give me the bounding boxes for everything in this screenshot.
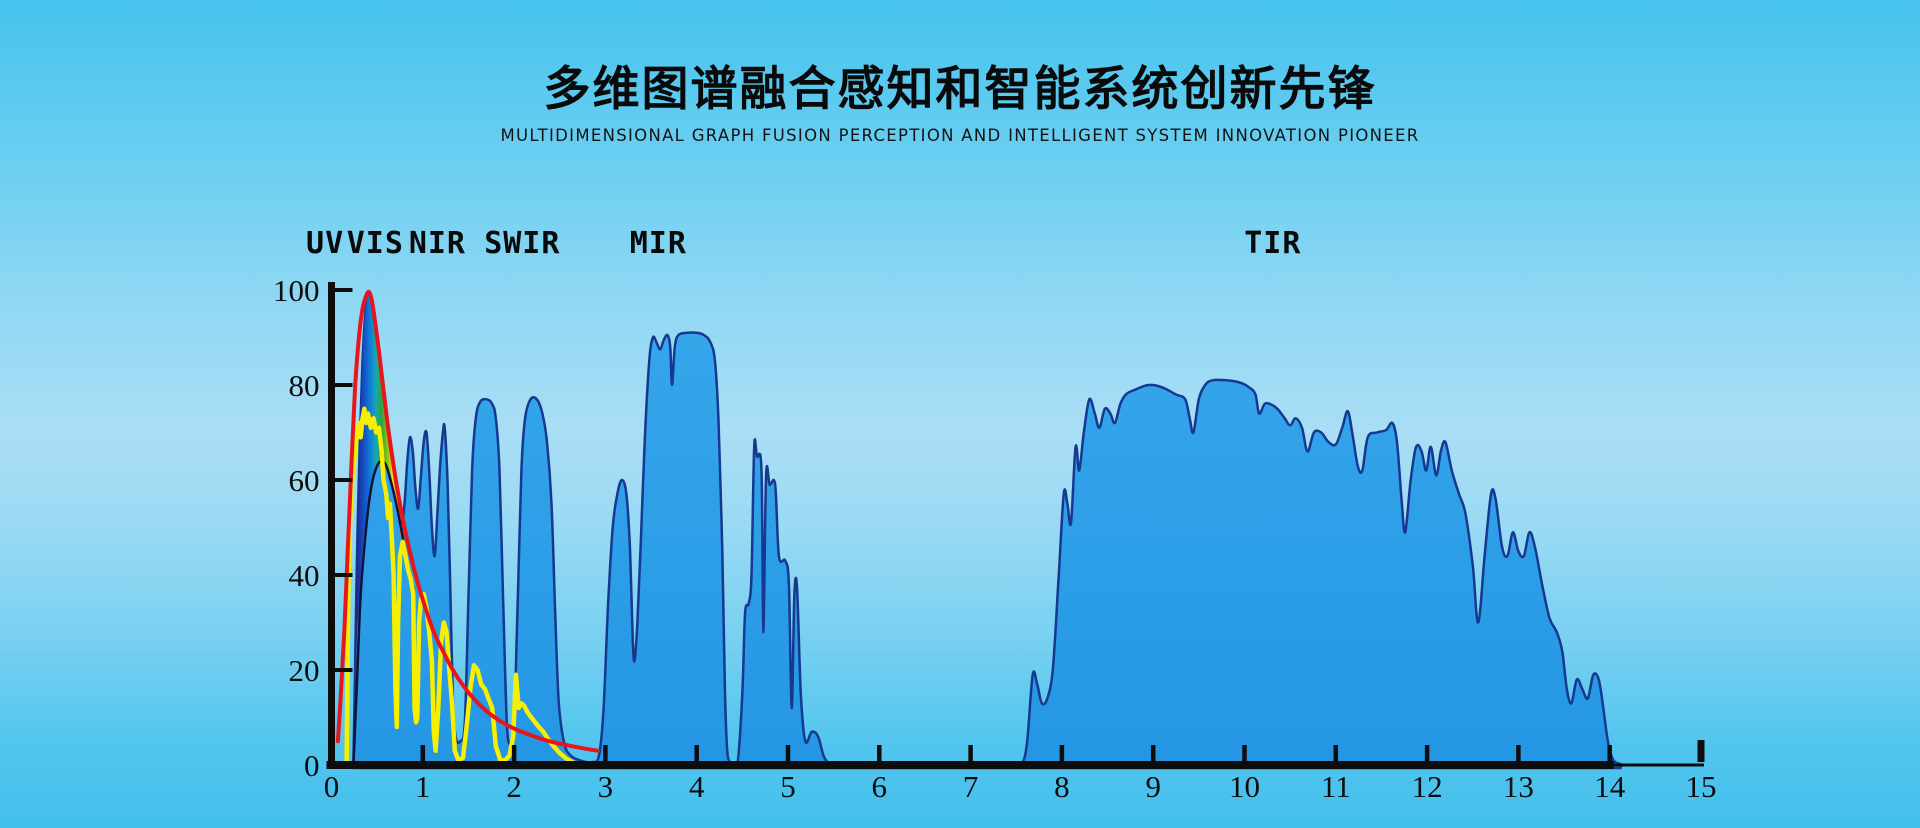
band-label-nir: NIR	[409, 226, 466, 261]
x-tick-label-4: 4	[689, 769, 705, 804]
x-tick-label-1: 1	[415, 769, 431, 804]
band-label-swir: SWIR	[484, 226, 560, 261]
x-tick-label-8: 8	[1054, 769, 1070, 804]
x-tick-label-2: 2	[506, 769, 522, 804]
band-label-mir: MIR	[630, 226, 687, 261]
x-tick-label-12: 12	[1412, 769, 1443, 804]
x-tick-label-15: 15	[1686, 769, 1717, 804]
x-tick-label-13: 13	[1503, 769, 1534, 804]
x-tick-label-5: 5	[780, 769, 796, 804]
x-tick-label-9: 9	[1145, 769, 1161, 804]
y-tick-label-40: 40	[289, 558, 320, 593]
band-label-vis: VIS	[347, 226, 404, 261]
x-tick-label-7: 7	[963, 769, 979, 804]
y-tick-label-0: 0	[304, 748, 320, 783]
y-tick-label-100: 100	[273, 273, 320, 308]
y-tick-label-20: 20	[289, 653, 320, 688]
x-tick-label-6: 6	[872, 769, 888, 804]
solar-toa-curve	[335, 289, 601, 753]
x-tick-label-14: 14	[1594, 769, 1626, 804]
band-label-uv: UV	[306, 226, 344, 261]
page-subtitle: MULTIDIMENSIONAL GRAPH FUSION PERCEPTION…	[500, 126, 1420, 145]
y-tick-label-60: 60	[289, 463, 320, 498]
x-tick-label-3: 3	[598, 769, 614, 804]
x-tick-label-0: 0	[324, 769, 340, 804]
x-tick-label-11: 11	[1321, 769, 1351, 804]
y-tick-label-80: 80	[289, 368, 320, 403]
page-title: 多维图谱融合感知和智能系统创新先锋	[543, 62, 1377, 117]
band-label-tir: TIR	[1244, 226, 1301, 261]
visible-spectrum-wedge	[355, 291, 402, 661]
atmosphere-windows-area	[352, 289, 1622, 770]
x-tick-label-10: 10	[1229, 769, 1260, 804]
